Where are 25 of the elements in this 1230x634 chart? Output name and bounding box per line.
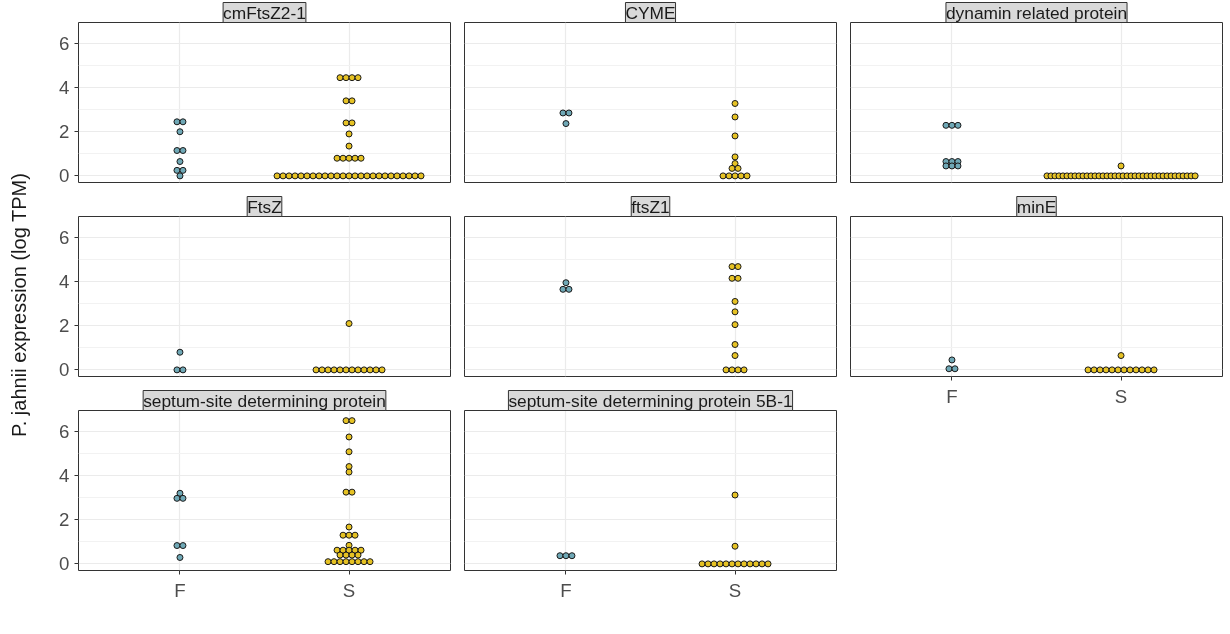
y-tick-label: 2 (59, 315, 70, 337)
y-tick-label: 6 (59, 420, 70, 442)
y-tick-label: 6 (59, 32, 70, 54)
x-tick-label: F (560, 579, 572, 601)
x-tick-label: S (1114, 385, 1128, 407)
y-tick-label: 2 (59, 509, 70, 531)
y-tick-label: 4 (59, 465, 70, 487)
x-tick-label: F (174, 579, 186, 601)
chart-title: septum-site determining protein (143, 390, 386, 411)
y-axis-title: P. jahnii expression (log TPM) (7, 173, 31, 437)
chart-title: septum-site determining protein 5B-1 (508, 390, 793, 411)
chart-title: minE (1016, 196, 1057, 217)
chart-title: CYME (625, 2, 676, 23)
chart-title: dynamin related protein (945, 2, 1128, 23)
chart-title: cmFtsZ2-1 (223, 2, 306, 23)
y-tick-label: 4 (59, 271, 70, 293)
x-tick-label: F (946, 385, 958, 407)
y-tick-label: 0 (59, 359, 70, 381)
x-tick-label: S (728, 579, 742, 601)
y-tick-label: 6 (59, 226, 70, 248)
y-tick-label: 4 (59, 77, 70, 99)
x-tick-label: S (342, 579, 356, 601)
y-tick-label: 0 (59, 165, 70, 187)
y-tick-label: 2 (59, 121, 70, 143)
y-tick-label: 0 (59, 553, 70, 575)
